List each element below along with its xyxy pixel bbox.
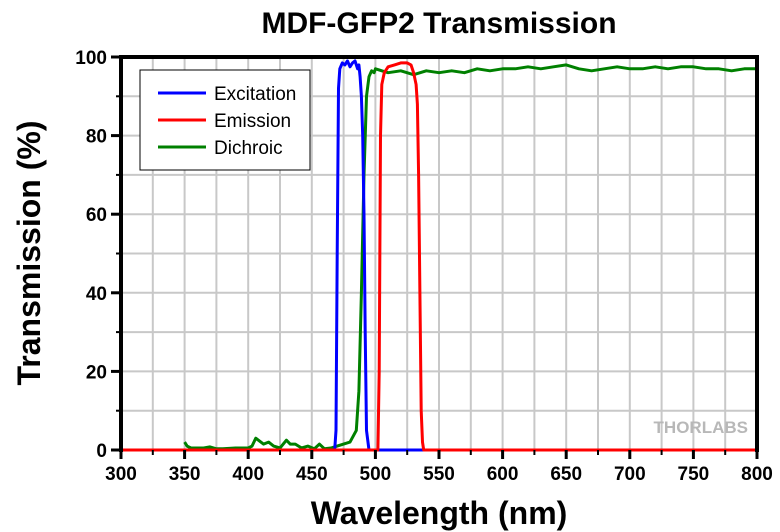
x-tick-label: 550	[423, 464, 455, 485]
legend-label-emission: Emission	[214, 111, 291, 132]
series-line-excitation	[121, 59, 757, 452]
x-tick-label: 600	[487, 464, 519, 485]
series-line-emission	[121, 61, 757, 452]
x-tick-label: 450	[296, 464, 328, 485]
tick-labels: 300 350 400 450 500 550 600 650 700 750 800 0 20 40 60…	[75, 48, 773, 485]
y-axis-label: Transmission (%)	[11, 121, 47, 386]
series-line-dichroic	[183, 63, 757, 451]
x-tick-label: 800	[741, 464, 773, 485]
x-tick-label: 400	[232, 464, 264, 485]
y-tick-label: 80	[86, 127, 107, 148]
legend-label-dichroic: Dichroic	[214, 138, 283, 159]
y-tick-label: 100	[75, 48, 107, 69]
legend-label-excitation: Excitation	[214, 84, 296, 105]
x-tick-label: 750	[678, 464, 710, 485]
thorlabs-watermark: THORLABS	[654, 418, 748, 437]
chart-title: MDF-GFP2 Transmission	[261, 7, 616, 40]
y-tick-label: 20	[86, 362, 107, 383]
x-tick-label: 700	[614, 464, 646, 485]
grid	[121, 57, 757, 450]
x-tick-label: 300	[105, 464, 137, 485]
x-tick-label: 500	[360, 464, 392, 485]
series-group	[121, 59, 757, 452]
y-tick-label: 0	[96, 441, 107, 462]
legend: Excitation Emission Dichroic	[139, 69, 311, 171]
x-axis-label: Wavelength (nm)	[311, 495, 568, 531]
axes	[111, 55, 759, 459]
x-tick-label: 650	[550, 464, 582, 485]
x-tick-label: 350	[169, 464, 201, 485]
y-tick-label: 40	[86, 284, 107, 305]
y-tick-label: 60	[86, 205, 107, 226]
